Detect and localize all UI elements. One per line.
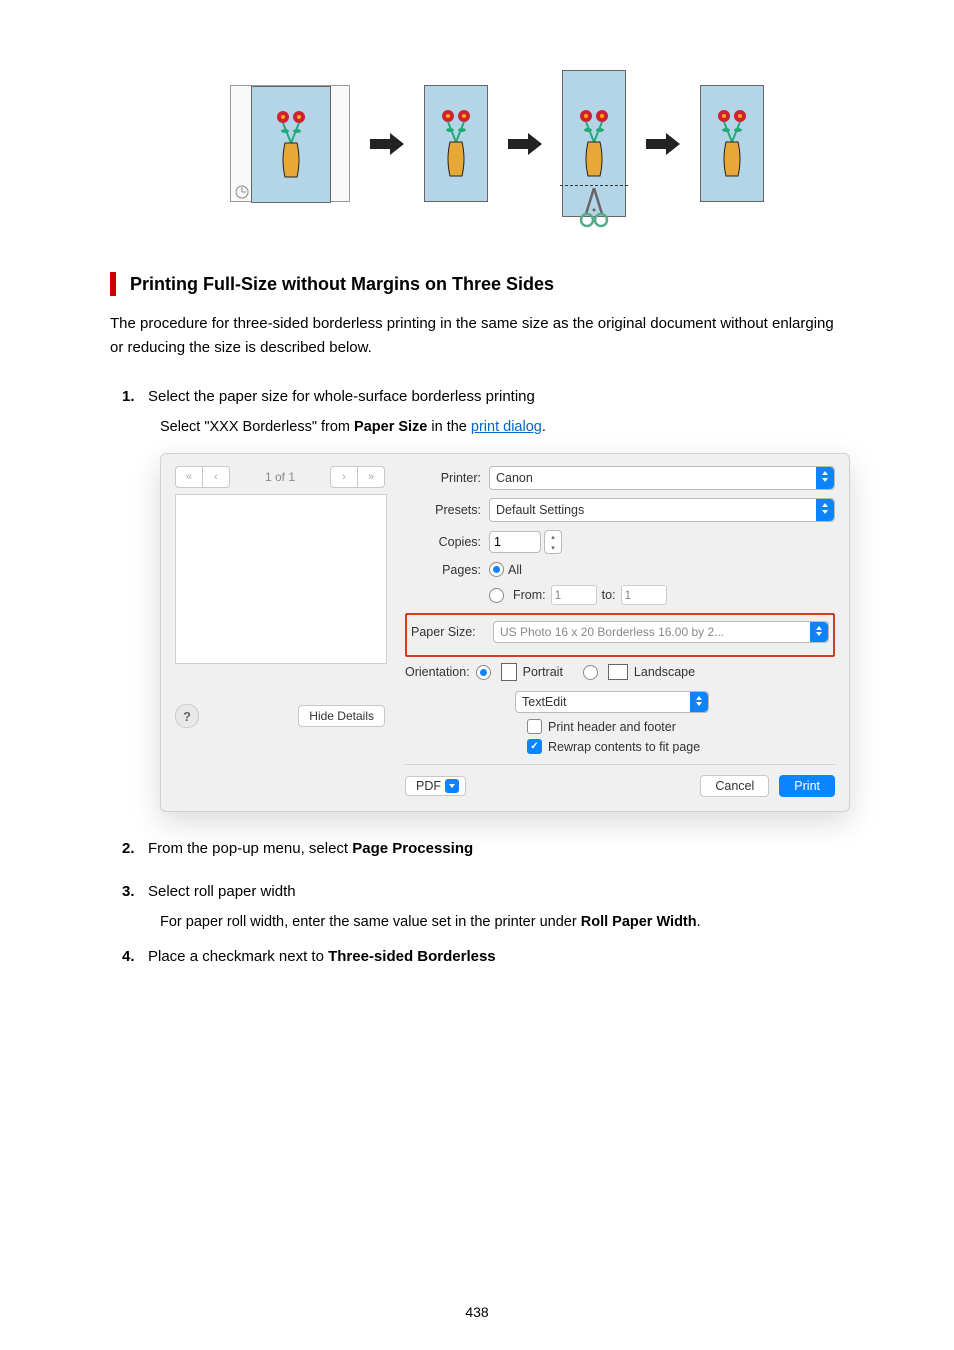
step-3: 3. Select roll paper width — [122, 883, 844, 900]
step-2: 2. From the pop-up menu, select Page Pro… — [122, 840, 844, 857]
paper-size-label: Paper Size: — [411, 625, 489, 639]
printer-select[interactable]: Canon — [489, 466, 835, 490]
header-footer-checkbox[interactable] — [527, 719, 542, 734]
print-dialog: «‹ 1 of 1 ›» ? Hide Details Printer: — [160, 453, 850, 812]
pages-label: Pages: — [405, 563, 481, 577]
intro-paragraph: The procedure for three-sided borderless… — [110, 312, 844, 360]
print-button[interactable]: Print — [779, 775, 835, 797]
arrow-icon — [646, 133, 680, 155]
step-title: Place a checkmark next to Three-sided Bo… — [148, 948, 496, 965]
portrait-icon — [501, 663, 517, 681]
prev-page-buttons[interactable]: «‹ — [175, 466, 230, 488]
step-number: 1. — [122, 388, 148, 405]
pages-from-radio[interactable] — [489, 588, 504, 603]
print-preview — [175, 494, 387, 664]
print-dialog-link[interactable]: print dialog — [471, 419, 542, 435]
flower-vase-icon — [271, 105, 311, 185]
arrow-icon — [370, 133, 404, 155]
paper-size-highlight: Paper Size: US Photo 16 x 20 Borderless … — [405, 613, 835, 657]
pages-all-radio[interactable] — [489, 562, 504, 577]
platen-stage — [230, 85, 350, 202]
step-number: 3. — [122, 883, 148, 900]
page-number: 438 — [0, 1304, 954, 1320]
chevron-updown-icon — [816, 467, 834, 489]
rewrap-checkbox[interactable] — [527, 739, 542, 754]
help-button[interactable]: ? — [175, 704, 199, 728]
borderless-diagram — [110, 70, 844, 217]
presets-label: Presets: — [405, 503, 481, 517]
next-page-buttons[interactable]: ›» — [330, 466, 385, 488]
step-1: 1. Select the paper size for whole-surfa… — [122, 388, 844, 405]
step-title: Select the paper size for whole-surface … — [148, 388, 535, 405]
printer-label: Printer: — [405, 471, 481, 485]
paper-size-select[interactable]: US Photo 16 x 20 Borderless 16.00 by 2..… — [493, 621, 829, 643]
presets-select[interactable]: Default Settings — [489, 498, 835, 522]
copies-stepper[interactable]: ▴▾ — [544, 530, 562, 554]
hide-details-button[interactable]: Hide Details — [298, 705, 385, 727]
cancel-button[interactable]: Cancel — [700, 775, 769, 797]
step-number: 2. — [122, 840, 148, 857]
step-number: 4. — [122, 948, 148, 965]
step-title: Select roll paper width — [148, 883, 296, 900]
step-3-body: For paper roll width, enter the same val… — [160, 914, 844, 930]
from-input[interactable] — [551, 585, 597, 605]
result-panel-1 — [424, 85, 488, 202]
result-panel-2 — [700, 85, 764, 202]
landscape-radio[interactable] — [583, 665, 598, 680]
step-4: 4. Place a checkmark next to Three-sided… — [122, 948, 844, 965]
arrow-icon — [508, 133, 542, 155]
copies-input[interactable] — [489, 531, 541, 553]
chevron-updown-icon — [810, 622, 828, 642]
portrait-radio[interactable] — [476, 665, 491, 680]
cut-stage — [562, 70, 626, 217]
page-count: 1 of 1 — [265, 470, 295, 484]
pdf-button[interactable]: PDF — [405, 776, 466, 796]
landscape-icon — [608, 664, 628, 680]
chevron-updown-icon — [816, 499, 834, 521]
scissors-icon — [578, 188, 610, 228]
to-input[interactable] — [621, 585, 667, 605]
chevron-updown-icon — [690, 692, 708, 712]
step-title: From the pop-up menu, select Page Proces… — [148, 840, 473, 857]
section-select[interactable]: TextEdit — [515, 691, 709, 713]
heading-text: Printing Full-Size without Margins on Th… — [130, 274, 554, 295]
orientation-label: Orientation: — [405, 665, 470, 679]
section-heading: Printing Full-Size without Margins on Th… — [110, 272, 844, 296]
copies-label: Copies: — [405, 535, 481, 549]
step-1-body: Select "XXX Borderless" from Paper Size … — [160, 419, 844, 435]
chevron-down-icon — [445, 779, 459, 793]
heading-accent-bar — [110, 272, 116, 296]
